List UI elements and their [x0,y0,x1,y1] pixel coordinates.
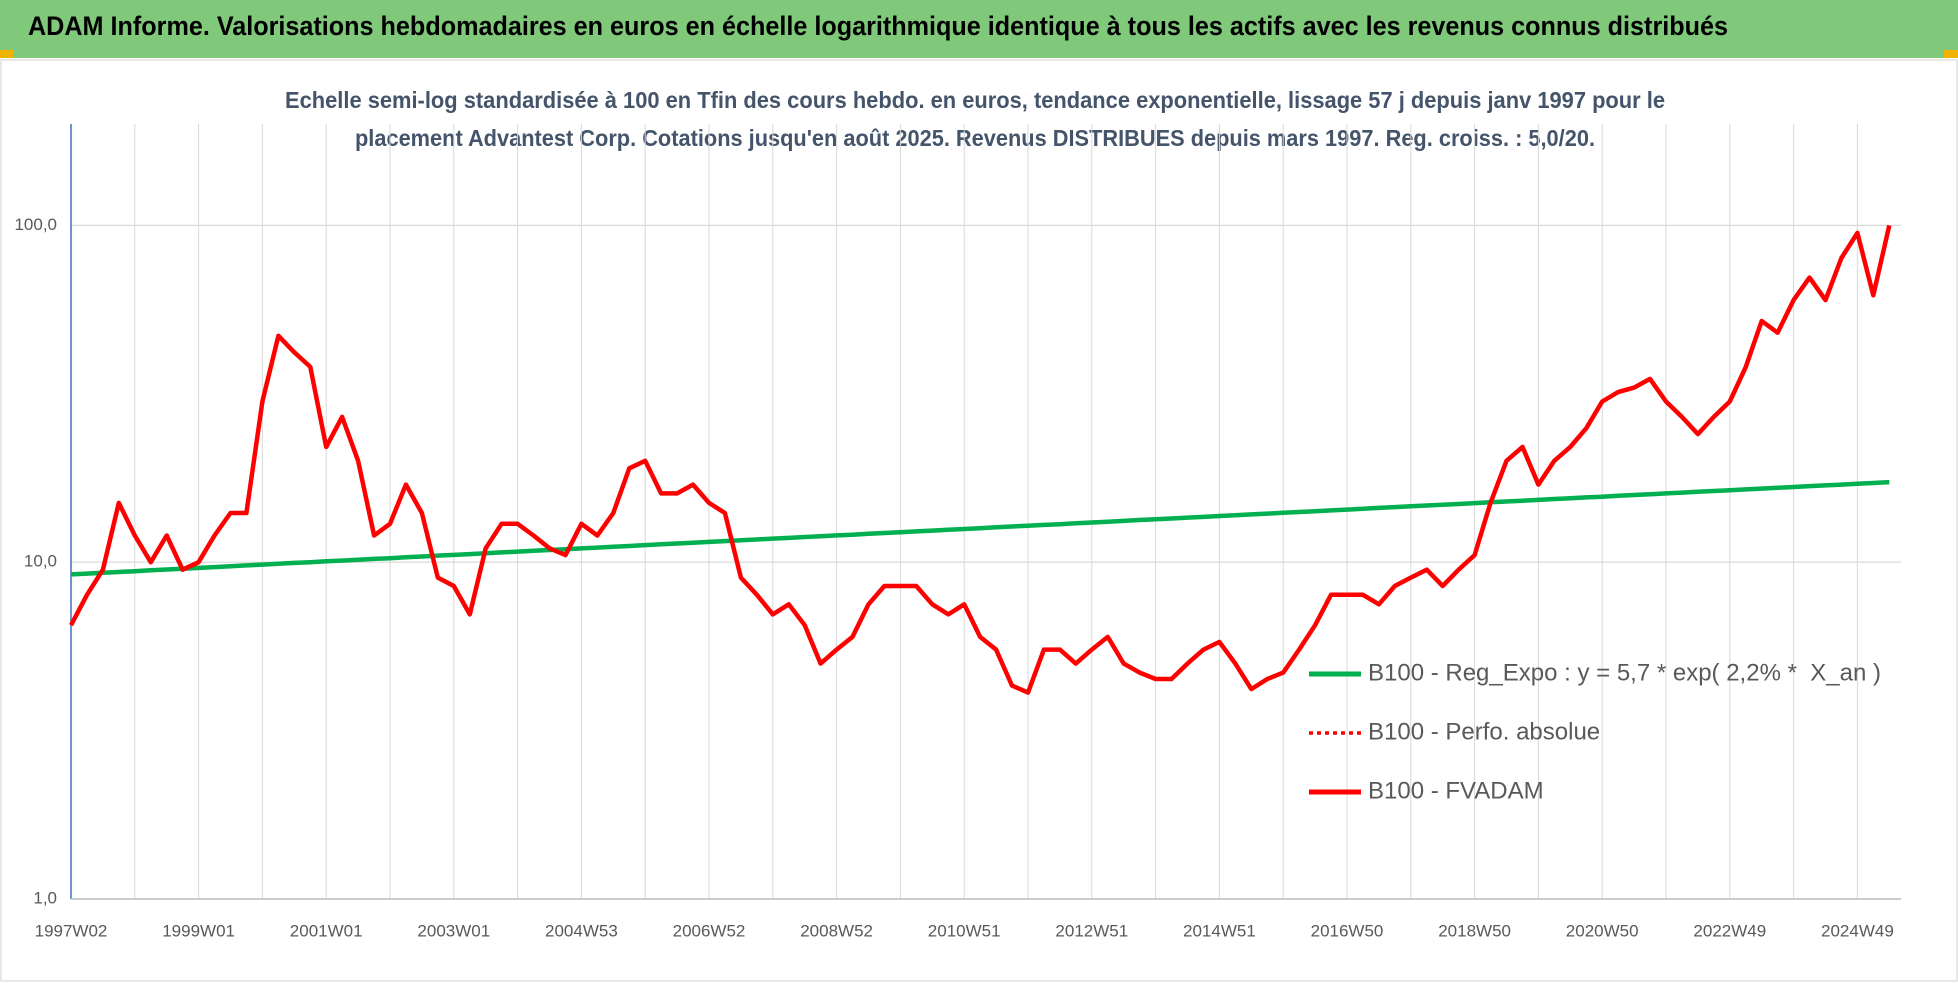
x-tick-label: 2004W53 [545,921,618,940]
x-tick-label: 2008W52 [800,921,873,940]
x-tick-label: 2024W49 [1821,921,1894,940]
x-tick-label: 1997W02 [35,921,108,940]
corner-mark [0,50,14,58]
x-tick-label: 2014W51 [1183,921,1256,940]
legend-label: B100 - Perfo. absolue [1368,718,1600,745]
x-tick-label: 2020W50 [1566,921,1639,940]
x-tick-label: 2016W50 [1311,921,1384,940]
title-band [0,0,1958,58]
y-tick-label: 1,0 [33,888,57,907]
y-tick-label: 100,0 [14,215,57,234]
x-tick-label: 1999W01 [162,921,235,940]
legend-label: B100 - FVADAM [1368,777,1544,804]
x-tick-label: 2012W51 [1055,921,1128,940]
x-tick-label: 2018W50 [1438,921,1511,940]
chart-subtitle: Echelle semi-log standardisée à 100 en T… [285,87,1665,113]
series-line [69,224,1892,695]
x-tick-label: 2022W49 [1693,921,1766,940]
corner-mark [1944,50,1958,58]
series-line [70,479,1890,577]
legend-label: B100 - Reg_Expo : y = 5,7 * exp( 2,2% * … [1368,659,1881,686]
chart-border [0,59,1958,982]
x-tick-label: 2010W51 [928,921,1001,940]
chart-subtitle: placement Advantest Corp. Cotations jusq… [355,125,1595,151]
chart-title: ADAM Informe. Valorisations hebdomadaire… [28,11,1728,41]
y-tick-label: 10,0 [24,552,57,571]
x-tick-label: 2003W01 [417,921,490,940]
x-tick-label: 2001W01 [290,921,363,940]
x-tick-label: 2006W52 [673,921,746,940]
